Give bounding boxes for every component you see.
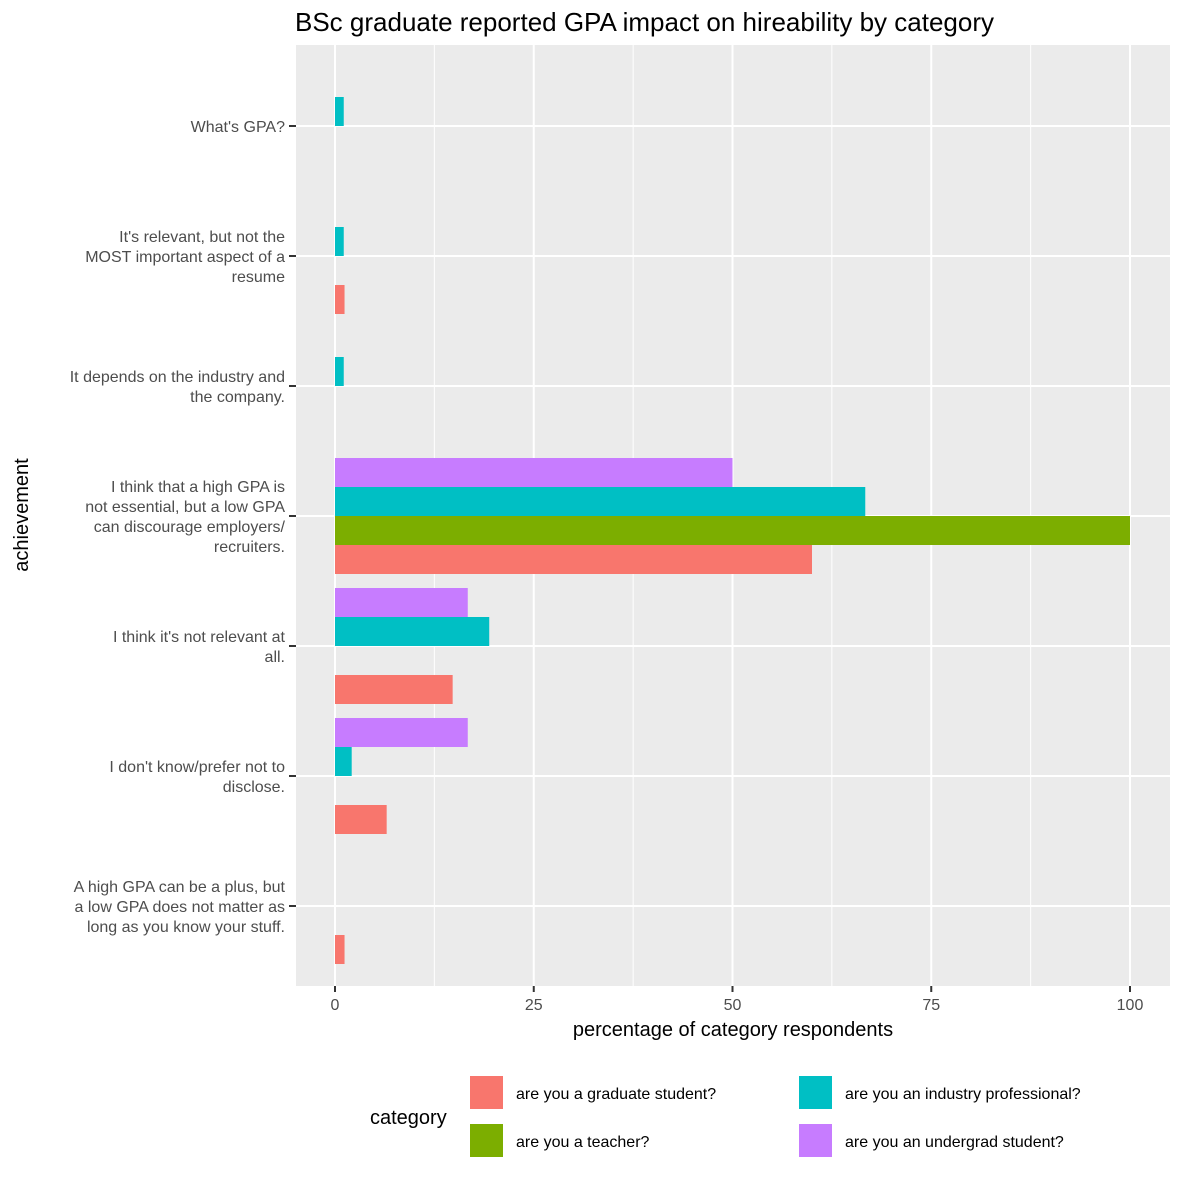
bar	[335, 617, 490, 646]
y-tick-label: I think it's not relevant at	[113, 629, 286, 646]
legend-key	[470, 1124, 503, 1157]
x-tick-label: 0	[331, 997, 340, 1014]
bar	[335, 805, 387, 834]
bar	[335, 285, 345, 314]
bar	[335, 227, 344, 256]
x-axis-title: percentage of category respondents	[573, 1019, 893, 1041]
x-tick-label: 25	[525, 997, 543, 1014]
x-tick-label: 50	[724, 997, 742, 1014]
y-tick-label: a low GPA does not matter as	[75, 899, 285, 916]
y-tick-label: A high GPA can be a plus, but	[74, 879, 286, 896]
y-tick-label: MOST important aspect of a	[85, 249, 285, 266]
legend: are you a graduate student? are you a tea…	[470, 1076, 1081, 1157]
bar	[335, 747, 352, 776]
bar	[335, 97, 344, 126]
bar	[335, 675, 453, 704]
bar	[335, 935, 345, 964]
x-tick-label: 75	[922, 997, 940, 1014]
y-tick-label: long as you know your stuff.	[87, 919, 285, 936]
legend-key	[799, 1076, 832, 1109]
legend-label: are you an undergrad student?	[845, 1134, 1064, 1151]
bar	[335, 458, 733, 487]
y-axis-title: achievement	[11, 458, 33, 572]
x-axis: 0 25 50 75 100	[331, 986, 1144, 1014]
y-tick-label: can discourage employers/	[94, 519, 286, 536]
y-tick-label: It's relevant, but not the	[119, 229, 285, 246]
y-tick-label: I think that a high GPA is	[111, 479, 285, 496]
y-tick-label: the company.	[190, 389, 285, 406]
legend-label: are you a graduate student?	[516, 1086, 716, 1103]
y-tick-label: resume	[232, 269, 285, 286]
y-tick-label: It depends on the industry and	[70, 369, 285, 386]
bars	[335, 97, 1130, 964]
legend-label: are you a teacher?	[516, 1134, 650, 1151]
y-tick-label: recruiters.	[214, 539, 285, 556]
bar	[335, 357, 344, 386]
y-tick-label: disclose.	[223, 779, 285, 796]
bar	[335, 545, 812, 574]
bar	[335, 487, 866, 516]
legend-title: category	[370, 1107, 447, 1129]
grid	[296, 45, 1170, 986]
legend-key	[799, 1124, 832, 1157]
bar	[335, 516, 1130, 545]
bar	[335, 588, 468, 617]
legend-label: are you an industry professional?	[845, 1086, 1081, 1103]
y-tick-label: What's GPA?	[191, 119, 285, 136]
y-tick-label: I don't know/prefer not to	[109, 759, 285, 776]
y-axis: What's GPA? It's relevant, but not the MOS…	[70, 119, 296, 936]
bar	[335, 718, 468, 747]
legend-key	[470, 1076, 503, 1109]
y-tick-label: all.	[265, 649, 285, 666]
chart-title: BSc graduate reported GPA impact on hire…	[295, 7, 994, 37]
x-tick-label: 100	[1117, 997, 1144, 1014]
y-tick-label: not essential, but a low GPA	[85, 499, 285, 516]
